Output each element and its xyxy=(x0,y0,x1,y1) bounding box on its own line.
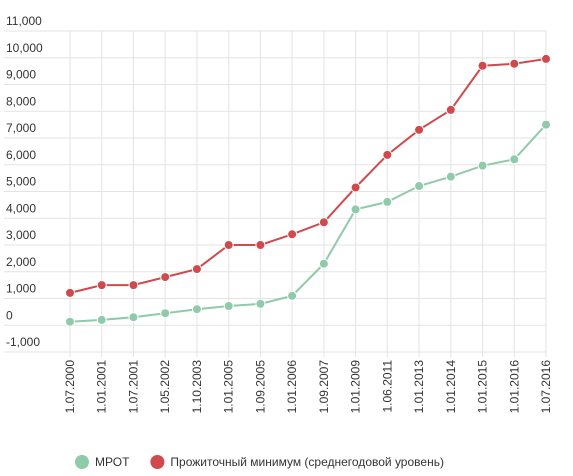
x-tick-label: 1.01.2006 xyxy=(285,360,299,414)
y-tick-label: -1,000 xyxy=(6,335,40,349)
point xyxy=(477,160,488,171)
point xyxy=(96,314,107,325)
x-tick-label: 1.09.2005 xyxy=(253,360,267,414)
y-tick-label: 7,000 xyxy=(6,121,36,135)
y-tick-label: 8,000 xyxy=(6,94,36,108)
point xyxy=(509,58,520,69)
series-line xyxy=(69,123,547,323)
y-tick-label: 6,000 xyxy=(6,148,36,162)
y-tick-label: 4,000 xyxy=(6,201,36,215)
y-tick-label: 5,000 xyxy=(6,175,36,189)
point xyxy=(160,308,171,319)
point xyxy=(223,300,234,311)
point xyxy=(65,287,75,298)
point xyxy=(96,280,107,291)
point xyxy=(414,124,425,135)
point xyxy=(287,229,298,240)
point xyxy=(350,182,361,193)
x-tick-label: 1.07.2000 xyxy=(63,360,77,414)
legend-marker xyxy=(150,455,165,469)
point xyxy=(350,204,361,215)
x-tick-label: 1.01.2009 xyxy=(349,360,363,414)
y-tick-label: 0 xyxy=(6,308,13,322)
legend-marker xyxy=(75,455,89,469)
series-line xyxy=(69,57,547,294)
x-tick-label: 1.10.2003 xyxy=(190,360,204,414)
point xyxy=(223,240,234,250)
y-tick-label: 2,000 xyxy=(6,255,36,269)
point xyxy=(318,217,329,228)
point xyxy=(160,272,171,283)
x-tick-label: 1.01.2005 xyxy=(222,360,236,414)
x-tick-label: 1.07.2016 xyxy=(539,360,553,414)
x-tick-label: 1.01.2013 xyxy=(412,360,426,414)
point xyxy=(255,240,266,250)
y-tick-label: 9,000 xyxy=(6,68,36,82)
x-tick-label: 1.07.2001 xyxy=(126,360,140,414)
point xyxy=(382,149,393,160)
point xyxy=(191,264,202,275)
point xyxy=(477,60,488,71)
y-tick-label: 3,000 xyxy=(6,228,36,242)
x-tick-label: 1.01.2001 xyxy=(95,360,109,414)
point xyxy=(255,298,266,309)
y-tick-label: 1,000 xyxy=(6,282,36,296)
point xyxy=(65,316,75,327)
x-tick-label: 1.01.2014 xyxy=(444,360,458,414)
y-tick-label: 10,000 xyxy=(6,41,43,55)
x-tick-label: 1.09.2007 xyxy=(317,360,331,414)
y-tick-label: 11,000 xyxy=(6,14,42,28)
point xyxy=(191,304,202,315)
point xyxy=(128,280,139,291)
x-tick-label: 1.01.2015 xyxy=(476,360,490,414)
point xyxy=(445,104,456,115)
point xyxy=(509,154,520,165)
point xyxy=(414,181,425,192)
point xyxy=(287,290,298,301)
point xyxy=(445,171,456,182)
legend-label: Прожиточный минимум (среднегодовой урове… xyxy=(170,455,444,469)
point xyxy=(541,119,551,130)
legend-label: МРОТ xyxy=(95,455,130,469)
point xyxy=(382,196,393,207)
x-tick-label: 1.06.2011 xyxy=(380,360,394,413)
x-tick-label: 1.01.2016 xyxy=(507,360,521,414)
point xyxy=(541,53,551,64)
point xyxy=(128,312,139,323)
x-tick-label: 1.05.2002 xyxy=(158,360,172,414)
point xyxy=(318,258,329,269)
